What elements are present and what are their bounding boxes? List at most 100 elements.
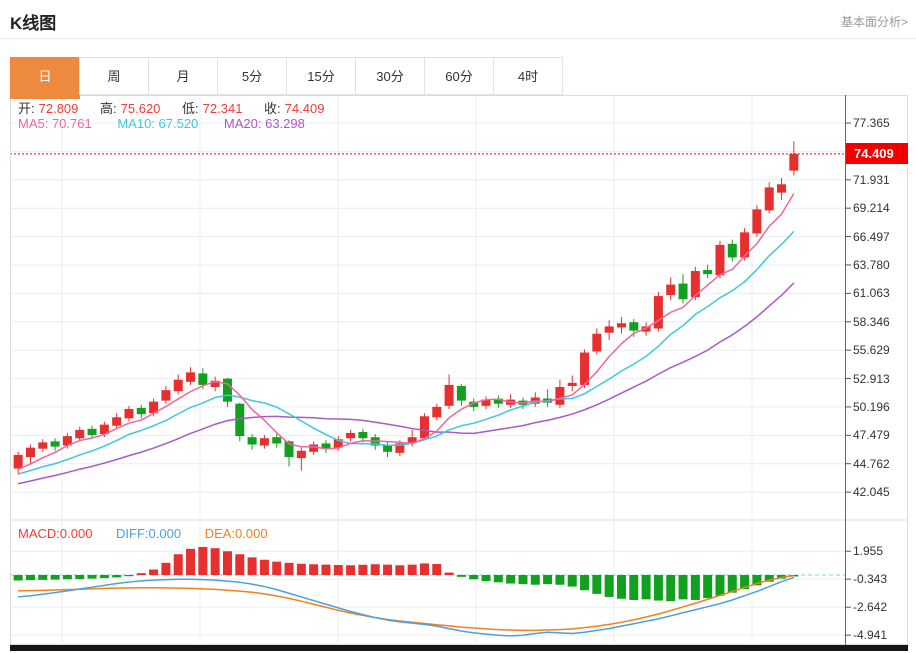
- macd-bar: [321, 564, 331, 575]
- macd-bar: [567, 575, 577, 587]
- macd-bar: [222, 551, 232, 575]
- candle-body: [25, 447, 35, 458]
- macd-bar: [346, 565, 356, 575]
- macd-bar: [641, 575, 651, 600]
- macd-bar: [13, 575, 23, 581]
- candle-body: [333, 439, 343, 448]
- candle-body: [444, 384, 454, 406]
- open-label: 开:: [18, 101, 35, 116]
- candle-body: [198, 373, 208, 385]
- high-label: 高:: [100, 101, 117, 116]
- macd-bar: [296, 563, 306, 575]
- candle-body: [235, 403, 245, 437]
- macd-bar: [616, 575, 626, 599]
- ma20-value: MA20: 63.298: [223, 116, 305, 131]
- candle-body: [87, 428, 97, 436]
- tab-60min[interactable]: 60分: [424, 57, 494, 95]
- macd-bar: [752, 575, 762, 586]
- macd-bar: [407, 564, 417, 575]
- diff-value: DIFF:0.000: [116, 526, 182, 541]
- candle-body: [13, 454, 23, 469]
- bottom-bar: [10, 645, 908, 651]
- open-value: 72.809: [38, 101, 79, 116]
- candle-body: [272, 437, 282, 444]
- low-value: 72.341: [202, 101, 243, 116]
- candle-body: [50, 441, 60, 447]
- macd-bar: [592, 575, 602, 594]
- macd-bar: [173, 554, 183, 575]
- tab-30min[interactable]: 30分: [355, 57, 425, 95]
- macd-info-row: MACD:0.000 DIFF:0.000 DEA:0.000: [18, 526, 288, 541]
- candle-body: [309, 444, 319, 452]
- candle-body: [641, 326, 651, 332]
- macd-bar: [210, 548, 220, 575]
- candle-body: [62, 436, 72, 446]
- tab-5min[interactable]: 5分: [217, 57, 287, 95]
- tab-month[interactable]: 月: [148, 57, 218, 95]
- candle-body: [727, 243, 737, 258]
- candle-body: [99, 424, 109, 435]
- candle-body: [247, 437, 257, 445]
- candle-body: [210, 380, 220, 388]
- macd-bar: [493, 575, 503, 583]
- candle-body: [321, 443, 331, 449]
- macd-bar: [530, 575, 540, 585]
- candle-body: [186, 372, 196, 382]
- candle-body: [481, 399, 491, 406]
- close-value: 74.409: [284, 101, 325, 116]
- candle-body: [407, 437, 417, 443]
- candle-body: [740, 232, 750, 258]
- macd-bar: [481, 575, 491, 582]
- candle-body: [173, 379, 183, 392]
- candle-body: [358, 431, 368, 439]
- low-label: 低:: [182, 101, 199, 116]
- macd-bar: [604, 575, 614, 597]
- tab-day[interactable]: 日: [10, 57, 80, 99]
- candle-body: [789, 153, 799, 171]
- candle-body: [419, 416, 429, 439]
- macd-bar: [272, 561, 282, 575]
- ma5-line: [17, 193, 795, 471]
- period-tabs: 日周月 5分 15分 30分 60分 4时: [10, 57, 563, 99]
- candle-body: [284, 441, 294, 458]
- macd-bar: [87, 575, 97, 579]
- macd-bar: [235, 554, 245, 575]
- tab-week[interactable]: 周: [79, 57, 149, 95]
- candle-body: [715, 244, 725, 276]
- macd-bar: [506, 575, 516, 584]
- macd-bar: [690, 575, 700, 600]
- close-label: 收:: [264, 101, 281, 116]
- ma20-line: [17, 282, 795, 485]
- ma-info-row: MA5: 70.761 MA10: 67.520 MA20: 63.298: [18, 116, 327, 131]
- macd-bar: [149, 569, 159, 575]
- dea-value: DEA:0.000: [204, 526, 268, 541]
- macd-bar: [703, 575, 713, 599]
- candle-body: [346, 432, 356, 439]
- macd-bar: [629, 575, 639, 600]
- page-title: K线图: [10, 14, 57, 33]
- candle-body: [136, 407, 146, 415]
- macd-bar: [136, 573, 146, 575]
- macd-bar: [653, 575, 663, 601]
- tab-4h[interactable]: 4时: [493, 57, 563, 95]
- macd-bar: [186, 548, 196, 575]
- candle-body: [666, 284, 676, 296]
- macd-bar: [50, 575, 60, 580]
- macd-bar: [764, 575, 774, 582]
- candle-body: [432, 406, 442, 418]
- macd-bar: [124, 575, 134, 577]
- fundamental-analysis-link[interactable]: 基本面分析>: [840, 15, 908, 29]
- macd-bar: [666, 575, 676, 602]
- tab-15min[interactable]: 15分: [286, 57, 356, 95]
- ohlc-info-row: 开: 72.809 高: 75.620 低: 72.341 收: 74.409: [18, 98, 328, 117]
- candle-body: [469, 401, 479, 407]
- candle-body: [653, 296, 663, 329]
- ma10-line: [17, 230, 795, 475]
- candle-body: [383, 444, 393, 452]
- macd-bar: [333, 565, 343, 575]
- chart-border: [10, 95, 908, 645]
- macd-bar: [383, 564, 393, 575]
- candle-body: [456, 385, 466, 401]
- candle-body: [555, 387, 565, 405]
